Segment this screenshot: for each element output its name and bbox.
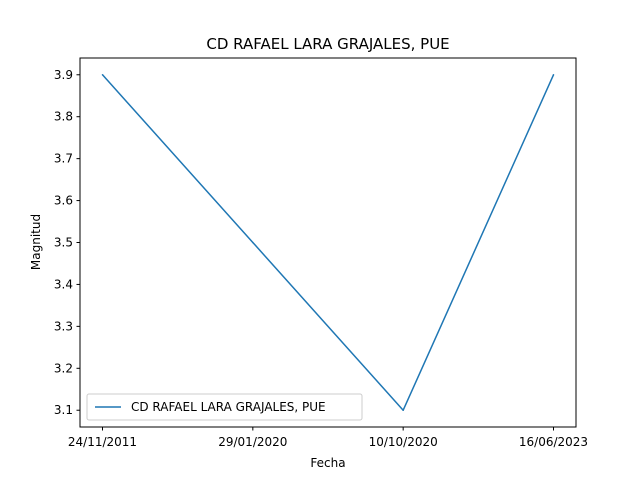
data-point bbox=[252, 241, 254, 244]
plot-area bbox=[79, 57, 577, 428]
y-tick-label: 3.3 bbox=[54, 319, 73, 333]
legend-entry: CD RAFAEL LARA GRAJALES, PUE bbox=[131, 400, 326, 414]
x-tick-label: 29/01/2020 bbox=[218, 435, 287, 449]
x-tick-label: 16/06/2023 bbox=[519, 435, 588, 449]
data-point bbox=[402, 409, 404, 411]
x-tick-label: 10/10/2020 bbox=[369, 435, 438, 449]
y-tick-label: 3.2 bbox=[54, 361, 73, 375]
y-axis: 3.1 3.2 3.3 3.4 3.5 3.6 3.7 3.8 3.9 bbox=[54, 68, 80, 417]
y-tick-label: 3.7 bbox=[54, 152, 73, 166]
legend: CD RAFAEL LARA GRAJALES, PUE bbox=[86, 393, 363, 421]
series-line bbox=[101, 74, 555, 411]
legend-box bbox=[86, 393, 363, 421]
y-tick-label: 3.6 bbox=[54, 194, 73, 208]
chart-title: CD RAFAEL LARA GRAJALES, PUE bbox=[206, 35, 449, 53]
plot-frame bbox=[79, 57, 577, 428]
y-tick-label: 3.9 bbox=[54, 68, 73, 82]
series-layer bbox=[101, 74, 555, 411]
y-axis-label: Magnitud bbox=[29, 214, 43, 270]
x-tick-label: 24/11/2011 bbox=[68, 435, 137, 449]
y-tick-label: 3.1 bbox=[54, 403, 73, 417]
x-axis-label: Fecha bbox=[310, 456, 345, 470]
y-tick-label: 3.8 bbox=[54, 110, 73, 124]
y-tick-label: 3.4 bbox=[54, 277, 73, 291]
x-axis: 24/11/2011 29/01/2020 10/10/2020 16/06/2023 bbox=[68, 427, 588, 449]
data-point bbox=[552, 74, 555, 76]
y-tick-label: 3.5 bbox=[54, 236, 73, 250]
data-point bbox=[101, 74, 104, 76]
